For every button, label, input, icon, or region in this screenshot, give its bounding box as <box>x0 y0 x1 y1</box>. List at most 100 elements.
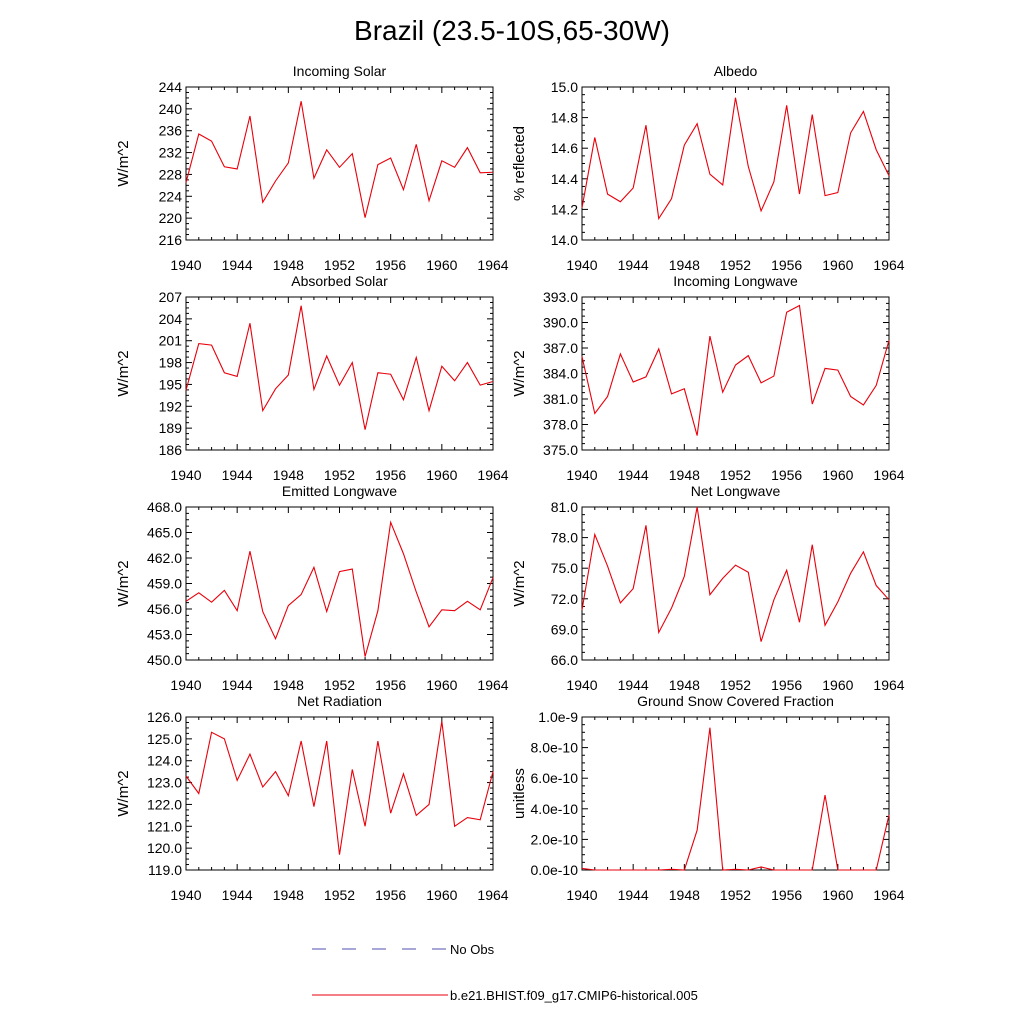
x-tick-label: 1944 <box>222 467 253 483</box>
x-tick-label: 1964 <box>873 887 904 903</box>
y-tick-label: 119.0 <box>148 862 182 878</box>
x-tick-label: 1948 <box>273 467 304 483</box>
y-tick-label: 384.0 <box>543 366 578 382</box>
y-tick-label: 192 <box>159 398 183 414</box>
x-tick-label: 1952 <box>324 887 355 903</box>
x-tick-label: 1948 <box>273 677 304 693</box>
plot-frame <box>581 506 890 661</box>
y-axis-label: W/m^2 <box>511 350 528 396</box>
y-tick-label: 462.0 <box>147 550 182 566</box>
series-line-ground-snow-covered-fraction <box>581 727 890 871</box>
y-axis-label: % reflected <box>511 126 528 201</box>
plot-frame <box>185 296 494 451</box>
y-tick-label: 453.0 <box>147 627 182 643</box>
y-tick-label: 75.0 <box>551 560 578 576</box>
x-tick-label: 1952 <box>720 467 751 483</box>
y-tick-label: 81.0 <box>551 499 578 515</box>
x-tick-label: 1952 <box>324 257 355 273</box>
series-line-net-longwave <box>581 506 890 642</box>
y-tick-label: 14.8 <box>551 110 578 126</box>
x-tick-label: 1964 <box>477 467 508 483</box>
panel-incoming-solar: Incoming Solar W/m^2 216 220 224 228 232 236 240… <box>115 63 509 273</box>
y-tick-label: 207 <box>159 289 183 305</box>
x-tick-label: 1952 <box>324 467 355 483</box>
panel-title: Incoming Longwave <box>673 273 798 289</box>
y-tick-label: 14.0 <box>551 232 578 248</box>
panels-group: Incoming Solar W/m^2 216 220 224 228 232 236 240… <box>115 63 905 903</box>
panel-net-radiation: Net Radiation W/m^2 119.0 120.0 121.0 122.0 12… <box>115 693 509 903</box>
y-tick-label: 2.0e-10 <box>531 831 579 847</box>
x-tick-label: 1956 <box>771 677 802 693</box>
panel-emitted-longwave: Emitted Longwave W/m^2 450.0 453.0 456.0 459.… <box>115 483 509 693</box>
legend: No Obs b.e21.BHIST.f09_g17.CMIP6-histori… <box>312 942 698 1003</box>
x-tick-label: 1944 <box>618 257 649 273</box>
y-tick-label: 126.0 <box>147 709 182 725</box>
x-tick-label: 1944 <box>222 887 253 903</box>
x-tick-label: 1940 <box>170 467 201 483</box>
y-axis-label: unitless <box>511 768 528 819</box>
panel-title: Net Longwave <box>691 483 781 499</box>
y-tick-label: 6.0e-10 <box>531 770 579 786</box>
panel-incoming-longwave: Incoming Longwave W/m^2 375.0 378.0 381.0 384… <box>511 273 905 483</box>
y-tick-label: 468.0 <box>147 499 182 515</box>
y-tick-label: 0.0e-10 <box>531 862 579 878</box>
y-tick-label: 232 <box>159 145 183 161</box>
panel-absorbed-solar: Absorbed Solar W/m^2 186 189 192 195 198 201 204… <box>115 273 509 483</box>
series-line-incoming-solar <box>185 101 494 218</box>
y-axis-label: W/m^2 <box>115 350 132 396</box>
figure-title: Brazil (23.5-10S,65-30W) <box>354 15 670 46</box>
y-tick-label: 122.0 <box>147 796 182 812</box>
x-tick-label: 1940 <box>566 677 597 693</box>
x-tick-label: 1956 <box>771 887 802 903</box>
y-tick-label: 390.0 <box>543 315 578 331</box>
y-tick-label: 124.0 <box>147 753 182 769</box>
x-tick-label: 1948 <box>669 257 700 273</box>
y-tick-label: 381.0 <box>543 391 578 407</box>
x-tick-label: 1964 <box>873 257 904 273</box>
panel-title: Incoming Solar <box>293 63 387 79</box>
x-tick-label: 1960 <box>822 257 853 273</box>
y-tick-label: 120.0 <box>147 840 182 856</box>
y-tick-label: 465.0 <box>147 525 182 541</box>
y-tick-label: 8.0e-10 <box>531 740 579 756</box>
y-tick-label: 121.0 <box>147 818 182 834</box>
y-tick-label: 450.0 <box>147 652 182 668</box>
y-tick-label: 216 <box>159 232 183 248</box>
plot-frame <box>185 506 494 661</box>
plot-frame <box>581 86 890 241</box>
x-tick-label: 1940 <box>566 257 597 273</box>
y-tick-label: 375.0 <box>543 442 578 458</box>
panel-title: Ground Snow Covered Fraction <box>637 693 834 709</box>
y-tick-label: 4.0e-10 <box>531 801 579 817</box>
panel-ground-snow-covered-fraction: Ground Snow Covered Fraction unitless 0.0e… <box>511 693 905 903</box>
x-tick-label: 1940 <box>170 257 201 273</box>
x-tick-label: 1956 <box>375 257 406 273</box>
y-tick-label: 186 <box>159 442 183 458</box>
x-tick-label: 1948 <box>273 257 304 273</box>
x-tick-label: 1948 <box>669 677 700 693</box>
y-tick-label: 459.0 <box>147 576 182 592</box>
x-tick-label: 1944 <box>618 887 649 903</box>
x-tick-label: 1964 <box>477 677 508 693</box>
y-tick-label: 14.4 <box>551 171 578 187</box>
x-tick-label: 1956 <box>771 257 802 273</box>
y-axis-label: W/m^2 <box>115 140 132 186</box>
x-tick-label: 1944 <box>222 677 253 693</box>
series-line-albedo <box>581 97 890 221</box>
panel-net-longwave: Net Longwave W/m^2 66.0 69.0 72.0 75.0 78.0 81.… <box>511 483 905 693</box>
x-tick-label: 1940 <box>170 887 201 903</box>
y-tick-label: 240 <box>159 101 183 117</box>
y-tick-label: 195 <box>159 376 183 392</box>
x-tick-label: 1940 <box>566 887 597 903</box>
x-tick-label: 1960 <box>426 677 457 693</box>
y-tick-label: 378.0 <box>543 417 578 433</box>
x-tick-label: 1952 <box>720 887 751 903</box>
y-tick-label: 456.0 <box>147 601 182 617</box>
x-tick-label: 1956 <box>771 467 802 483</box>
y-tick-label: 123.0 <box>147 775 182 791</box>
y-axis-label: W/m^2 <box>115 560 132 606</box>
y-tick-label: 224 <box>159 188 183 204</box>
x-tick-label: 1948 <box>273 887 304 903</box>
plot-frame <box>581 296 890 451</box>
